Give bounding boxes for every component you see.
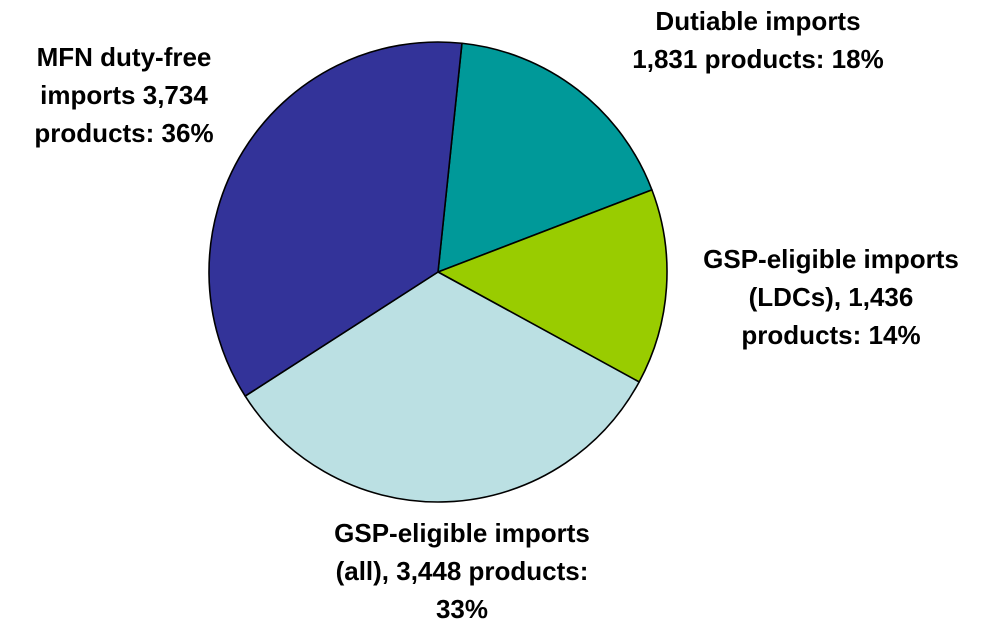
- slice-label-dutiable-imports: Dutiable imports 1,831 products: 18%: [632, 6, 884, 74]
- pie-slice-mfn-duty-free: [208, 41, 463, 397]
- slice-label-gsp-eligible-all: GSP-eligible imports (all), 3,448 produc…: [334, 518, 590, 624]
- slice-label-gsp-eligible-ldcs: GSP-eligible imports (LDCs), 1,436 produ…: [703, 244, 959, 350]
- pie-slice-gsp-eligible-ldcs: [437, 189, 668, 383]
- slice-label-mfn-duty-free: MFN duty-free imports 3,734 products: 36…: [34, 42, 214, 148]
- pie-slice-gsp-eligible-all: [244, 271, 640, 503]
- pie-slice-dutiable-imports: [437, 42, 653, 273]
